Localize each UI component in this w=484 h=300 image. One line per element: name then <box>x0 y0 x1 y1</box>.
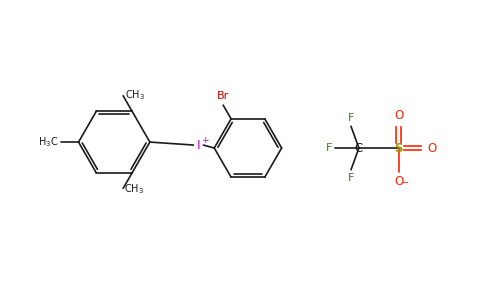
Text: O: O <box>394 109 403 122</box>
Text: F: F <box>348 173 354 183</box>
Text: H$_3$C: H$_3$C <box>38 135 59 149</box>
Text: CH$_3$: CH$_3$ <box>124 182 144 196</box>
Text: I: I <box>197 139 200 152</box>
Text: O: O <box>394 175 403 188</box>
Text: F: F <box>348 113 354 123</box>
Text: O: O <box>427 142 437 154</box>
Text: C: C <box>355 142 363 154</box>
Text: CH$_3$: CH$_3$ <box>125 88 145 102</box>
Text: F: F <box>326 143 332 153</box>
Text: −: − <box>401 178 409 188</box>
Text: Br: Br <box>217 91 229 101</box>
Text: +: + <box>200 136 208 145</box>
Text: S: S <box>394 142 403 154</box>
